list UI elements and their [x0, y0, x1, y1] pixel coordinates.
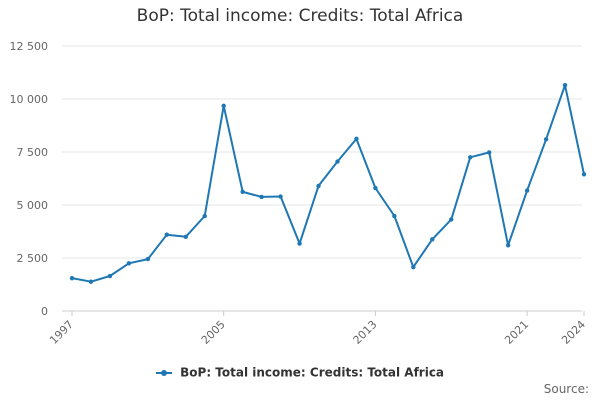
data-point — [278, 194, 283, 199]
y-tick-label: 12 500 — [10, 40, 49, 53]
legend-marker — [160, 369, 167, 376]
data-point — [543, 137, 549, 142]
y-tick-label: 2 500 — [17, 252, 49, 265]
data-point — [297, 241, 302, 246]
gridlines — [62, 45, 585, 316]
data-point — [164, 232, 170, 237]
y-tick-label: 7 500 — [17, 146, 49, 159]
data-point — [316, 183, 321, 189]
chart-title: BoP: Total income: Credits: Total Africa — [136, 6, 464, 26]
data-point — [581, 172, 587, 177]
data-point — [88, 279, 94, 284]
data-point — [486, 150, 492, 155]
data-point — [335, 159, 340, 164]
legend: BoP: Total income: Credits: Total Africa — [0, 365, 600, 380]
data-point — [145, 256, 151, 262]
data-point — [468, 155, 473, 160]
data-point — [411, 264, 416, 270]
legend-swatch — [155, 369, 172, 376]
y-tick-label: 10 000 — [10, 93, 49, 106]
x-tick-label: 1997 — [47, 318, 76, 347]
x-tick-label: 2013 — [351, 318, 380, 347]
data-point — [392, 213, 397, 219]
y-tick-label: 0 — [41, 305, 48, 318]
data-point — [562, 83, 568, 88]
data-point — [354, 136, 359, 142]
data-point — [524, 188, 530, 193]
data-point — [505, 243, 511, 248]
data-point — [69, 275, 75, 281]
data-point — [107, 273, 113, 279]
data-point — [373, 185, 378, 191]
y-tick-label: 5 000 — [17, 199, 49, 212]
series-points — [69, 83, 587, 284]
y-axis-tick-labels: 0 2 500 5 000 7 500 10 000 12 500 — [10, 40, 49, 318]
data-point — [183, 234, 188, 239]
legend-label: BoP: Total income: Credits: Total Africa — [180, 365, 445, 380]
data-point — [259, 194, 264, 200]
series-line — [71, 84, 585, 283]
source-label: Source: — [543, 382, 589, 396]
data-point — [202, 213, 207, 219]
data-point — [449, 217, 454, 222]
x-tick-label: 2005 — [199, 318, 228, 347]
x-tick-label: 2021 — [502, 318, 531, 347]
x-tick-label: 2024 — [559, 318, 588, 347]
data-point — [126, 261, 132, 266]
data-point — [221, 103, 226, 108]
data-point — [240, 189, 245, 195]
data-point — [430, 237, 435, 242]
x-axis-tick-labels: 1997 2005 2013 2021 2024 — [47, 318, 588, 347]
series-line-layer — [71, 84, 585, 283]
